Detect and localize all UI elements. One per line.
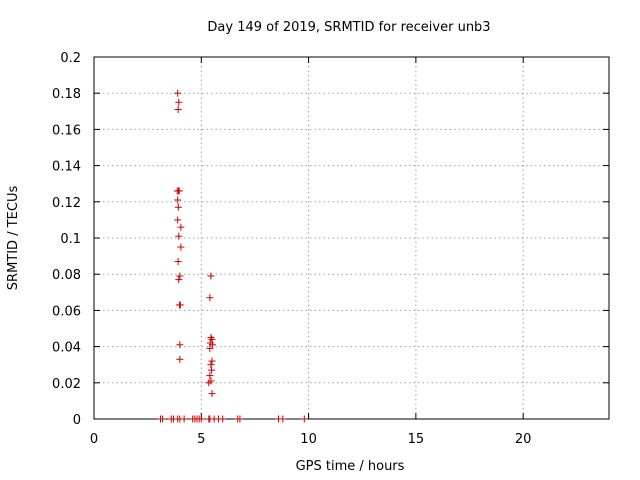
data-point xyxy=(174,105,182,113)
y-tick-label: 0.08 xyxy=(52,268,81,283)
data-point xyxy=(174,258,182,266)
data-point xyxy=(300,415,308,423)
data-point xyxy=(174,196,182,204)
y-tick-label: 0.18 xyxy=(52,87,81,102)
x-tick-labels: 0 5 10 15 20 xyxy=(90,432,532,447)
data-point xyxy=(207,272,215,280)
x-tick-label: 5 xyxy=(197,432,205,447)
data-point xyxy=(174,203,182,211)
data-point xyxy=(174,216,182,224)
data-point xyxy=(206,372,214,380)
y-axis-label: SRMTID / TECUs xyxy=(6,186,21,291)
data-point xyxy=(177,243,185,251)
data-points xyxy=(157,89,308,423)
data-point xyxy=(159,415,167,423)
data-point xyxy=(175,276,183,284)
data-point xyxy=(208,390,216,398)
y-tick-label: 0.16 xyxy=(52,123,81,138)
data-point xyxy=(205,379,213,387)
x-tick-label: 10 xyxy=(300,432,317,447)
data-point xyxy=(175,232,183,240)
x-axis-label: GPS time / hours xyxy=(296,459,405,474)
data-point xyxy=(206,344,214,352)
data-point xyxy=(175,187,183,195)
data-point xyxy=(175,98,183,106)
data-point xyxy=(208,341,216,349)
y-tick-label: 0.06 xyxy=(52,304,81,319)
data-point xyxy=(174,89,182,97)
x-tick-label: 20 xyxy=(515,432,532,447)
data-point xyxy=(279,415,287,423)
data-point xyxy=(197,415,205,423)
data-point xyxy=(176,355,184,363)
y-tick-label: 0.12 xyxy=(52,196,81,211)
data-point xyxy=(206,294,214,302)
data-point xyxy=(208,357,216,365)
data-point xyxy=(219,415,227,423)
x-tick-label: 15 xyxy=(408,432,425,447)
y-tick-label: 0.14 xyxy=(52,160,81,175)
chart-title: Day 149 of 2019, SRMTID for receiver unb… xyxy=(207,20,490,35)
data-point xyxy=(176,272,184,280)
data-point xyxy=(207,334,215,342)
data-point xyxy=(236,415,244,423)
data-point xyxy=(176,341,184,349)
y-tick-labels: 0 0.02 0.04 0.06 0.08 0.1 0.12 0.14 0.16 0.18 0.2 xyxy=(52,51,81,428)
data-point xyxy=(208,366,216,374)
y-tick-label: 0.02 xyxy=(52,377,81,392)
data-point xyxy=(175,301,183,309)
data-point xyxy=(177,223,185,231)
x-tick-label: 0 xyxy=(90,432,98,447)
y-tick-label: 0.1 xyxy=(60,232,81,247)
data-point xyxy=(180,415,188,423)
data-point xyxy=(207,361,215,369)
y-tick-label: 0.04 xyxy=(52,341,81,356)
y-tick-label: 0 xyxy=(73,413,81,428)
y-tick-label: 0.2 xyxy=(60,51,81,66)
grid-lines xyxy=(94,57,609,419)
